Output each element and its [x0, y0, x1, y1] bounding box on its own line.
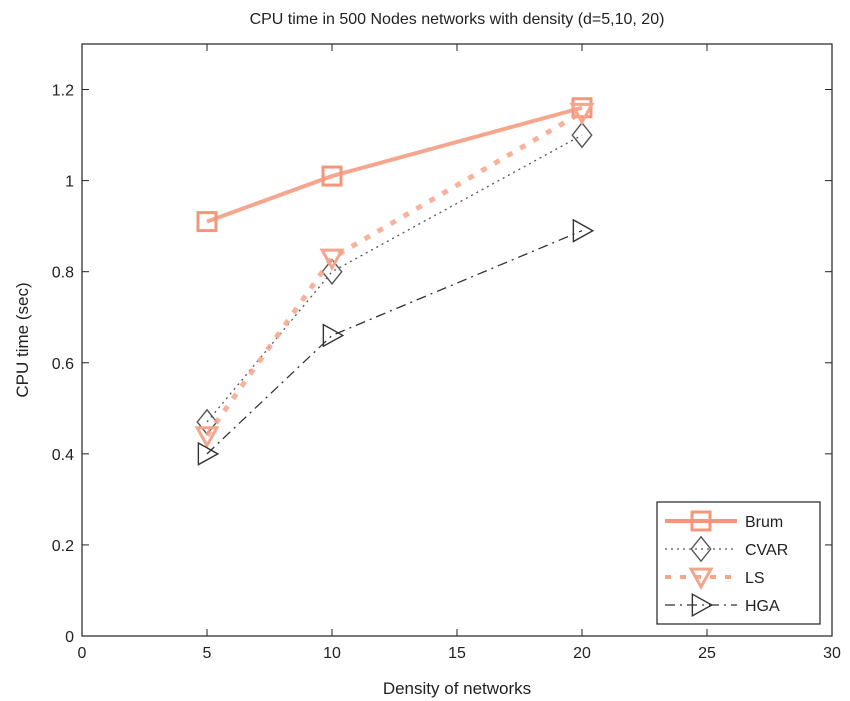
y-tick-label: 0: [65, 629, 74, 646]
x-tick-label: 30: [823, 645, 841, 662]
legend-marker: [688, 567, 714, 590]
legend-label: Brum: [745, 514, 783, 531]
series-line: [204, 110, 584, 438]
y-tick-label: 0.6: [52, 356, 74, 373]
axis-ticks: 0 5 10 15 20 25 30 0 0.2 0.4 0.6 0.8 1 1.2: [52, 44, 841, 662]
data-point: [321, 165, 343, 187]
data-point: [197, 441, 220, 466]
series-hga: [197, 218, 595, 466]
x-tick-label: 10: [323, 645, 341, 662]
x-tick-label: 25: [698, 645, 716, 662]
legend-marker: [690, 510, 712, 532]
data-point: [569, 102, 595, 126]
series-line: [206, 134, 583, 423]
y-tick-label: 0.4: [52, 447, 74, 464]
data-point: [321, 258, 343, 285]
x-tick-label: 20: [573, 645, 591, 662]
legend-item: CVAR: [665, 535, 788, 563]
legend-item: LS: [665, 567, 765, 590]
series-line: [206, 230, 583, 455]
chart-title: CPU time in 500 Nodes networks with dens…: [250, 11, 665, 28]
y-tick-label: 0.2: [52, 538, 74, 555]
legend-label: HGA: [745, 598, 780, 615]
data-point: [196, 211, 218, 233]
legend-label: CVAR: [745, 542, 788, 559]
x-tick-label: 0: [78, 645, 87, 662]
data-point: [319, 248, 345, 272]
series-layer: [194, 97, 595, 466]
legend-item: Brum: [665, 510, 783, 532]
legend: Brum CVAR LS HGA: [656, 501, 821, 625]
data-point: [572, 218, 595, 243]
legend-marker: [691, 593, 714, 617]
legend-item: HGA: [665, 593, 780, 617]
y-axis-label: CPU time (sec): [13, 282, 32, 397]
data-point: [571, 121, 593, 149]
series-line: [206, 105, 583, 224]
x-tick-label: 15: [448, 645, 466, 662]
x-tick-label: 5: [203, 645, 212, 662]
data-point: [322, 323, 345, 348]
y-tick-label: 1.2: [52, 83, 74, 100]
data-point: [194, 426, 220, 449]
x-axis-label: Density of networks: [383, 679, 531, 698]
series-ls: [194, 102, 595, 449]
legend-label: LS: [745, 570, 765, 587]
y-tick-label: 0.8: [52, 265, 74, 282]
legend-marker: [690, 535, 712, 563]
y-tick-label: 1: [65, 174, 74, 191]
